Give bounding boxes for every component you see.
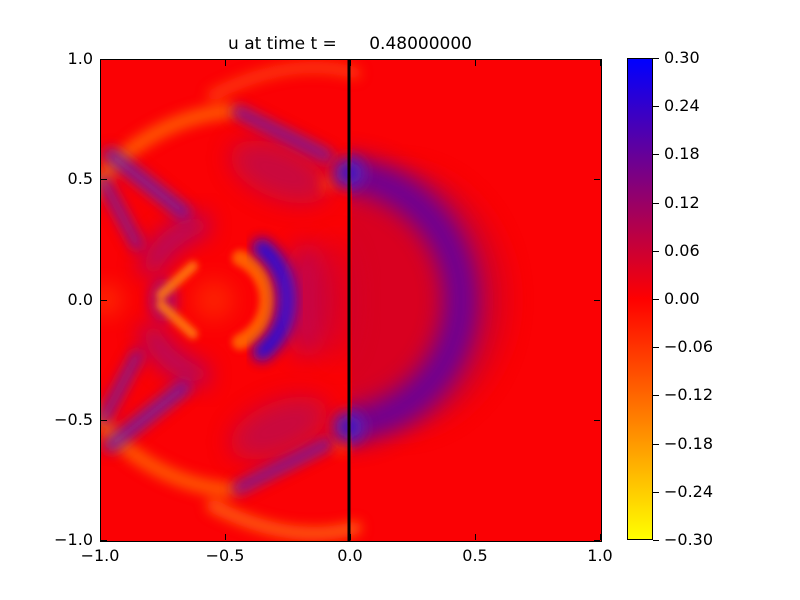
x-tickmark-top — [100, 60, 101, 66]
colorbar — [627, 58, 653, 540]
colorbar-tickmark — [653, 154, 659, 155]
colorbar-tick-label: 0.06 — [664, 241, 700, 260]
colorbar-tickmark — [653, 395, 659, 396]
colorbar-tickmark — [653, 347, 659, 348]
eye-feature — [101, 213, 357, 387]
y-tick-label: 0.0 — [67, 290, 93, 309]
x-tick-label: −1.0 — [80, 546, 120, 565]
colorbar-tick-label: 0.30 — [664, 48, 700, 67]
purple-streaks — [101, 105, 334, 495]
y-tick-label: 0.5 — [67, 169, 93, 188]
interface-line — [347, 60, 351, 541]
x-tickmark-top — [350, 60, 351, 66]
left-edge-orange-blob — [101, 285, 121, 315]
heatmap-svg — [101, 60, 601, 541]
x-tickmark-top — [475, 60, 476, 66]
colorbar-tickmark — [653, 106, 659, 107]
colorbar-tick-label: 0.18 — [664, 144, 700, 163]
colorbar-tick-label: −0.30 — [664, 530, 714, 549]
x-tickmark-bottom — [100, 534, 101, 540]
colorbar-tick-label: 0.24 — [664, 96, 700, 115]
outer-orange-arcs — [101, 61, 362, 541]
pre-interface-crimson — [317, 238, 357, 362]
eye-halo-arc-top — [138, 213, 210, 277]
y-tickmark-right — [594, 59, 600, 60]
x-tickmark-bottom — [225, 534, 226, 540]
y-tick-label: 1.0 — [67, 49, 93, 68]
colorbar-tick-label: 0.12 — [664, 193, 700, 212]
plot-area — [100, 59, 602, 542]
purple-diffuse-bands — [230, 140, 328, 460]
colorbar-tick-label: −0.18 — [664, 434, 714, 453]
x-tickmark-top — [225, 60, 226, 66]
transmitted-interior — [352, 170, 508, 430]
y-tickmark-left — [101, 540, 107, 541]
colorbar-tickmark — [653, 58, 659, 59]
colorbar-tickmark — [653, 203, 659, 204]
colorbar-tick-label: 0.00 — [664, 289, 700, 308]
colorbar-tick-label: −0.06 — [664, 337, 714, 356]
y-tickmark-left — [101, 179, 107, 180]
x-tick-label: −0.5 — [205, 546, 245, 565]
eye-center-glow — [194, 280, 234, 320]
y-tickmark-left — [101, 59, 107, 60]
y-tickmark-left — [101, 420, 107, 421]
orange-crescent — [232, 250, 276, 350]
y-tick-label: −0.5 — [54, 410, 93, 429]
x-tickmark-bottom — [350, 534, 351, 540]
chevron-arms — [156, 261, 198, 339]
colorbar-tick-label: −0.24 — [664, 482, 714, 501]
x-tickmark-bottom — [475, 534, 476, 540]
y-tickmark-right — [594, 540, 600, 541]
x-tickmark-bottom — [600, 534, 601, 540]
y-tickmark-right — [594, 420, 600, 421]
x-tickmark-top — [600, 60, 601, 66]
colorbar-tickmark — [653, 251, 659, 252]
colorbar-tickmark — [653, 444, 659, 445]
x-tick-label: 0.0 — [337, 546, 363, 565]
y-tickmark-left — [101, 300, 107, 301]
y-tickmark-right — [594, 300, 600, 301]
colorbar-tickmark — [653, 299, 659, 300]
colorbar-tick-label: −0.12 — [664, 385, 714, 404]
transmitted-wave-right — [352, 157, 508, 443]
colorbar-tickmark — [653, 540, 659, 541]
y-tickmark-right — [594, 179, 600, 180]
plot-title: u at time t = 0.48000000 — [228, 34, 472, 54]
x-tick-label: 1.0 — [587, 546, 613, 565]
colorbar-tickmark — [653, 492, 659, 493]
eye-halo-arc-bottom — [138, 323, 210, 387]
x-tick-label: 0.5 — [462, 546, 488, 565]
y-tick-label: −1.0 — [54, 530, 93, 549]
transmitted-ring — [352, 157, 478, 443]
